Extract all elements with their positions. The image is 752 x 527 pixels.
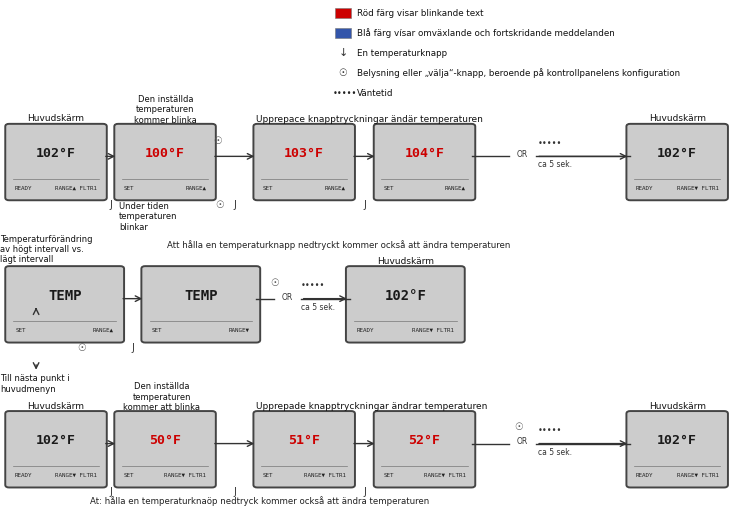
Text: En temperaturknapp: En temperaturknapp: [357, 48, 447, 58]
Text: Huvudskärm: Huvudskärm: [28, 402, 84, 411]
Text: READY: READY: [15, 473, 32, 478]
Text: RANGE▼ FLTR1: RANGE▼ FLTR1: [424, 473, 465, 478]
Text: 104°F: 104°F: [405, 147, 444, 160]
Text: 51°F: 51°F: [288, 434, 320, 447]
Text: OR: OR: [517, 437, 528, 446]
Text: SET: SET: [123, 473, 134, 478]
Text: 102°F: 102°F: [36, 147, 76, 160]
Text: J: J: [233, 200, 236, 210]
Text: TEMP: TEMP: [48, 289, 81, 303]
Text: ☉: ☉: [514, 422, 523, 432]
Text: READY: READY: [15, 186, 32, 191]
Text: SET: SET: [263, 186, 273, 191]
Text: OR: OR: [517, 150, 528, 159]
Text: Temperaturförändring
av högt intervall vs.
lägt intervall: Temperaturförändring av högt intervall v…: [0, 235, 92, 265]
Text: SET: SET: [16, 328, 26, 333]
Text: J: J: [233, 487, 236, 497]
Text: Huvudskärm: Huvudskärm: [377, 257, 434, 266]
Text: •••••: •••••: [301, 281, 325, 290]
Text: J: J: [363, 200, 366, 210]
FancyBboxPatch shape: [626, 411, 728, 487]
FancyBboxPatch shape: [253, 124, 355, 200]
Text: Till nästa punkt i
huvudmenyn: Till nästa punkt i huvudmenyn: [0, 374, 70, 394]
Text: ☉: ☉: [270, 278, 279, 288]
FancyBboxPatch shape: [114, 124, 216, 200]
Text: 103°F: 103°F: [284, 147, 324, 160]
Text: Upprepade knapptryckningar ändrar temperaturen: Upprepade knapptryckningar ändrar temper…: [256, 402, 487, 411]
Text: J: J: [363, 487, 366, 497]
Text: J: J: [132, 343, 135, 353]
Text: •••••: •••••: [538, 139, 562, 148]
FancyBboxPatch shape: [374, 411, 475, 487]
Text: RANGE▼: RANGE▼: [229, 328, 250, 333]
Text: ☉: ☉: [77, 343, 86, 353]
Text: RANGE▲: RANGE▲: [92, 328, 114, 333]
Text: READY: READY: [356, 328, 374, 333]
Text: RANGE▲: RANGE▲: [325, 186, 346, 191]
Text: Blå färg vísar omväxlande och fortskridande meddelanden: Blå färg vísar omväxlande och fortskrida…: [357, 28, 615, 38]
Text: ca 5 sek.: ca 5 sek.: [538, 447, 572, 456]
Text: READY: READY: [635, 473, 653, 478]
Text: Under tiden
temperaturen
blinkar: Under tiden temperaturen blinkar: [119, 202, 177, 232]
Text: RANGE▼ FLTR1: RANGE▼ FLTR1: [165, 473, 206, 478]
Text: RANGE▲ FLTR1: RANGE▲ FLTR1: [56, 186, 98, 191]
Text: RANGE▼ FLTR1: RANGE▼ FLTR1: [304, 473, 346, 478]
FancyBboxPatch shape: [141, 266, 260, 343]
FancyBboxPatch shape: [346, 266, 465, 343]
Text: ☉: ☉: [215, 200, 224, 210]
Text: 102°F: 102°F: [384, 289, 426, 303]
Text: OR: OR: [282, 292, 293, 301]
FancyBboxPatch shape: [5, 266, 124, 343]
FancyBboxPatch shape: [626, 124, 728, 200]
Text: RANGE▲: RANGE▲: [445, 186, 465, 191]
Text: 102°F: 102°F: [657, 147, 697, 160]
Text: ☉: ☉: [338, 69, 347, 78]
Text: SET: SET: [263, 473, 273, 478]
Text: •••••: •••••: [333, 89, 357, 98]
Text: SET: SET: [123, 186, 134, 191]
FancyBboxPatch shape: [5, 124, 107, 200]
Text: Röd färg visar blinkande text: Röd färg visar blinkande text: [357, 8, 484, 18]
FancyBboxPatch shape: [335, 28, 351, 38]
FancyBboxPatch shape: [5, 411, 107, 487]
Text: Upprepace knapptryckningar ändär temperaturen: Upprepace knapptryckningar ändär tempera…: [256, 115, 483, 124]
FancyBboxPatch shape: [114, 411, 216, 487]
Text: SET: SET: [152, 328, 162, 333]
Text: READY: READY: [635, 186, 653, 191]
Text: 102°F: 102°F: [36, 434, 76, 447]
Text: Huvudskärm: Huvudskärm: [649, 114, 705, 123]
Text: 50°F: 50°F: [149, 434, 181, 447]
Text: Att hålla en temperaturknapp nedtryckt kommer också att ändra temperaturen: Att hålla en temperaturknapp nedtryckt k…: [167, 240, 511, 250]
Text: At: hålla en temperaturknaöp nedtryck kommer också att ändra temperaturen: At: hålla en temperaturknaöp nedtryck ko…: [90, 496, 429, 506]
Text: RANGE▼ FLTR1: RANGE▼ FLTR1: [677, 473, 719, 478]
FancyBboxPatch shape: [374, 124, 475, 200]
Text: ca 5 sek.: ca 5 sek.: [301, 302, 335, 311]
Text: J: J: [109, 487, 112, 497]
Text: 52°F: 52°F: [408, 434, 441, 447]
Text: SET: SET: [383, 473, 393, 478]
Text: RANGE▼ FLTR1: RANGE▼ FLTR1: [412, 328, 454, 333]
Text: 102°F: 102°F: [657, 434, 697, 447]
Text: ↓: ↓: [338, 48, 347, 58]
Text: 100°F: 100°F: [145, 147, 185, 160]
Text: •••••: •••••: [538, 426, 562, 435]
Text: RANGE▼ FLTR1: RANGE▼ FLTR1: [677, 186, 719, 191]
Text: TEMP: TEMP: [184, 289, 217, 303]
Text: Huvudskärm: Huvudskärm: [28, 114, 84, 123]
FancyBboxPatch shape: [335, 8, 351, 18]
Text: J: J: [109, 200, 112, 210]
Text: RANGE▼ FLTR1: RANGE▼ FLTR1: [56, 473, 98, 478]
Text: Belysning eller „välja“-knapp, beroende på kontrollpanelens konfiguration: Belysning eller „välja“-knapp, beroende …: [357, 69, 681, 78]
Text: ca 5 sek.: ca 5 sek.: [538, 160, 572, 169]
Text: ☉: ☉: [214, 136, 223, 146]
Text: Huvudskärm: Huvudskärm: [649, 402, 705, 411]
Text: RANGE▲: RANGE▲: [186, 186, 206, 191]
Text: Den inställda
temperaturen
kommer att blinka: Den inställda temperaturen kommer att bl…: [123, 382, 200, 412]
Text: Väntetid: Väntetid: [357, 89, 394, 98]
Text: SET: SET: [383, 186, 393, 191]
Text: Den inställda
temperaturen
kommer blinka: Den inställda temperaturen kommer blinka: [134, 95, 197, 125]
FancyBboxPatch shape: [253, 411, 355, 487]
